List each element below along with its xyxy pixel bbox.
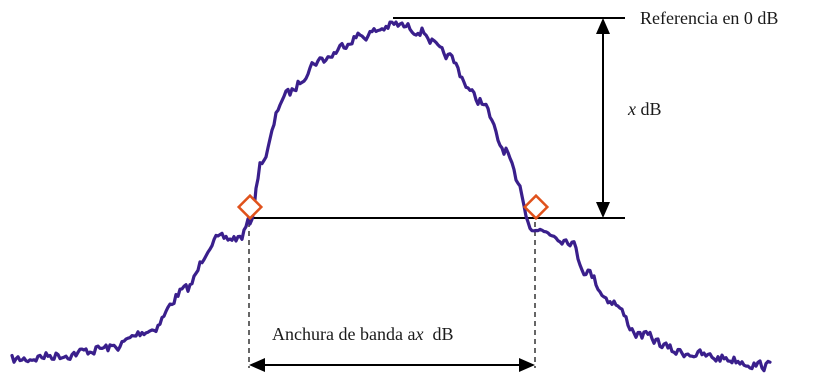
bandwidth-label-prefix: Anchura de banda a xyxy=(272,324,415,344)
bandwidth-label-var: x xyxy=(414,324,423,344)
spectrum-trace xyxy=(10,20,772,373)
bandwidth-label-suffix: dB xyxy=(423,324,453,344)
xdb-label-unit: dB xyxy=(636,99,662,119)
right-diamond-marker-icon xyxy=(522,193,550,221)
xdb-label: x dB xyxy=(627,99,662,119)
bandwidth-horizontal-arrow-icon xyxy=(249,358,535,372)
xdb-vertical-arrow-icon xyxy=(596,18,610,218)
left-diamond-marker-icon xyxy=(236,193,264,221)
xdb-label-var: x xyxy=(627,99,636,119)
reference-label: Referencia en 0 dB xyxy=(640,8,778,28)
bandwidth-label: Anchura de banda ax dB xyxy=(272,324,453,344)
